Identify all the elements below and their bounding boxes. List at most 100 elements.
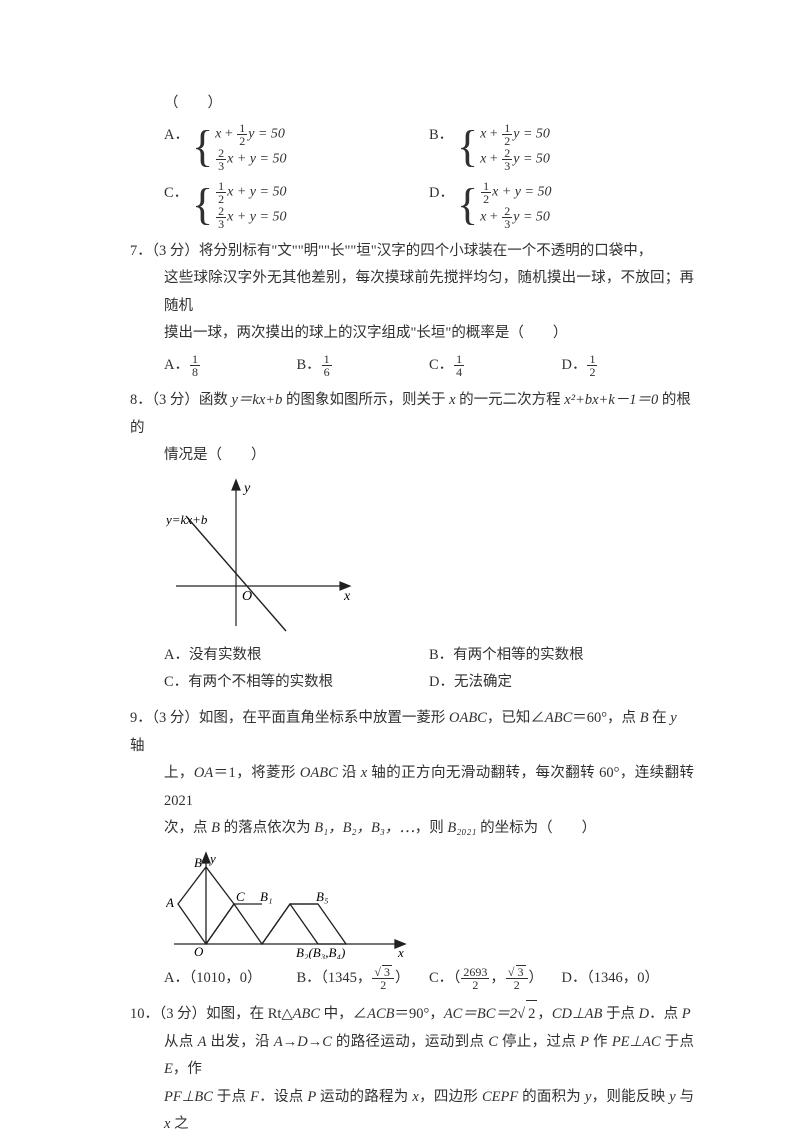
q7: 7．（3 分）将分别标有"文""明""长""垣"汉字的四个小球装在一个不透明的口…: [130, 238, 694, 380]
text: 于点: [661, 1034, 694, 1050]
text: 出发，沿: [207, 1034, 274, 1050]
den: 2: [512, 979, 522, 991]
num: 1: [237, 122, 247, 135]
var: P: [580, 1034, 589, 1050]
text: ＝90°，: [395, 1006, 444, 1022]
text: 于点: [602, 1006, 638, 1022]
q7-C: C．: [429, 357, 453, 373]
eq: A→D→C: [274, 1034, 332, 1050]
var: C: [488, 1034, 498, 1050]
q8-opts1: A．没有实数根 B．有两个相等的实数根: [130, 642, 694, 670]
q8: 8．（3 分）函数 y＝kx+b 的图象如图所示，则关于 x 的一元二次方程 x…: [130, 387, 694, 697]
text: 沿: [338, 765, 361, 781]
text: 9．（3 分）如图，在平面直角坐标系中放置一菱形: [130, 710, 449, 726]
var: y: [670, 710, 676, 726]
num: 1: [481, 180, 491, 193]
var: ABC: [545, 710, 572, 726]
text: 作: [589, 1034, 612, 1050]
q8-stem1: 8．（3 分）函数 y＝kx+b 的图象如图所示，则关于 x 的一元二次方程 x…: [130, 387, 694, 442]
eq: + y = 50: [237, 209, 287, 224]
var: P: [682, 1006, 691, 1022]
q8-D: D．无法确定: [429, 669, 694, 697]
num: 1: [502, 122, 512, 135]
eq: y = 50: [513, 209, 550, 224]
var: B₂₀₂₁: [447, 820, 476, 836]
rhombus-roll-icon: y x O A B C B₁ B₅ B₂(B₃,B₄): [166, 849, 416, 959]
num: √3: [506, 965, 528, 979]
var: P: [307, 1089, 316, 1105]
q7-stem3: 摸出一球，两次摸出的球上的汉字组成"长垣"的概率是（ ）: [130, 320, 694, 348]
den: 3: [216, 160, 226, 172]
eq: y = 50: [513, 151, 550, 166]
num: 1: [587, 353, 597, 366]
text: ）: [395, 970, 410, 986]
q6-D-label: D．: [429, 180, 457, 230]
eq: y = 50: [513, 126, 550, 141]
text: 8．（3 分）函数: [130, 392, 232, 408]
text: 的落点依次为: [220, 820, 314, 836]
var: OA: [194, 765, 213, 781]
text: 于点: [213, 1089, 250, 1105]
q6-blank: （ ）: [130, 90, 694, 118]
text: 上，: [164, 765, 194, 781]
text: ，: [537, 1006, 552, 1022]
q6-D-system: { 12x + y = 50 x + 23y = 50: [457, 180, 551, 230]
q8-C: C．有两个不相等的实数根: [164, 669, 429, 697]
var: x: [215, 126, 221, 141]
q8-figure: y x O y=kx+b: [166, 476, 694, 636]
line-graph-icon: y x O y=kx+b: [166, 476, 356, 636]
text: 从点: [164, 1034, 198, 1050]
var: x: [480, 151, 486, 166]
text: 运动的路程为: [316, 1089, 412, 1105]
num: 2: [216, 205, 226, 218]
page: （ ） A． { x + 12y = 50 23x + y = 50 B． { …: [0, 0, 794, 1122]
pt: B₂(B₃,B₄): [296, 945, 345, 959]
num: 2: [502, 147, 512, 160]
pt: A: [166, 895, 174, 910]
q10-stem2: 从点 A 出发，沿 A→D→C 的路径运动，运动到点 C 停止，过点 P 作 P…: [130, 1029, 694, 1084]
q9-stem3: 次，点 B 的落点依次为 B₁，B₂，B₃，⋯，则 B₂₀₂₁ 的坐标为（ ）: [130, 815, 694, 843]
eq: + y = 50: [237, 151, 287, 166]
var: B: [640, 710, 649, 726]
var: D: [639, 1006, 649, 1022]
axis-label: x: [343, 589, 351, 604]
q7-stem2: 这些球除汉字外无其他差别，每次摸球前先搅拌均匀，随机摸出一球，不放回；再随机: [130, 265, 694, 320]
text: ，: [490, 970, 505, 986]
text: 的面积为: [518, 1089, 585, 1105]
q9-stem1: 9．（3 分）如图，在平面直角坐标系中放置一菱形 OABC，已知∠ABC＝60°…: [130, 705, 694, 760]
text: 次，点: [164, 820, 211, 836]
text: ．设点: [259, 1089, 307, 1105]
var: x: [480, 209, 486, 224]
num: 2: [502, 205, 512, 218]
brace-icon: {: [192, 129, 213, 164]
eq: AC＝BC＝2: [444, 1006, 517, 1022]
q8-B: B．有两个相等的实数根: [429, 642, 694, 670]
num: 2693: [461, 966, 489, 979]
var: ABC: [293, 1006, 320, 1022]
origin-label: O: [242, 589, 252, 604]
sqrt: 3: [516, 965, 526, 978]
q9-stem2: 上，OA＝1，将菱形 OABC 沿 x 轴的正方向无滑动翻转，每次翻转 60°，…: [130, 760, 694, 815]
eq: y＝kx+b: [232, 392, 283, 408]
q8-opts2: C．有两个不相等的实数根 D．无法确定: [130, 669, 694, 697]
eq: x²+bx+k－1＝0: [564, 392, 658, 408]
q6-opts-row2: C． { 12x + y = 50 23x + y = 50 D． { 12x …: [130, 180, 694, 230]
q9-C: C．（26932，√32）: [429, 965, 562, 993]
axis-label: y: [208, 851, 216, 866]
pt: C: [236, 889, 245, 904]
var: OABC: [300, 765, 338, 781]
den: 3: [502, 160, 512, 172]
eq: + y = 50: [502, 184, 552, 199]
q9-options: A．（1010，0） B．（1345，√32） C．（26932，√32） D．…: [130, 965, 694, 993]
den: 2: [237, 135, 247, 147]
text: ，作: [173, 1061, 202, 1077]
q6-A-system: { x + 12y = 50 23x + y = 50: [192, 122, 286, 172]
axis-label: x: [397, 945, 404, 959]
var: A: [198, 1034, 207, 1050]
q10-stem3: PF⊥BC 于点 F．设点 P 运动的路程为 x，四边形 CEPF 的面积为 y…: [130, 1084, 694, 1139]
q8-stem2: 情况是（ ）: [130, 442, 694, 470]
var: ACB: [367, 1006, 394, 1022]
brace-icon: {: [457, 129, 478, 164]
var: CEPF: [482, 1089, 518, 1105]
var: x: [492, 184, 498, 199]
